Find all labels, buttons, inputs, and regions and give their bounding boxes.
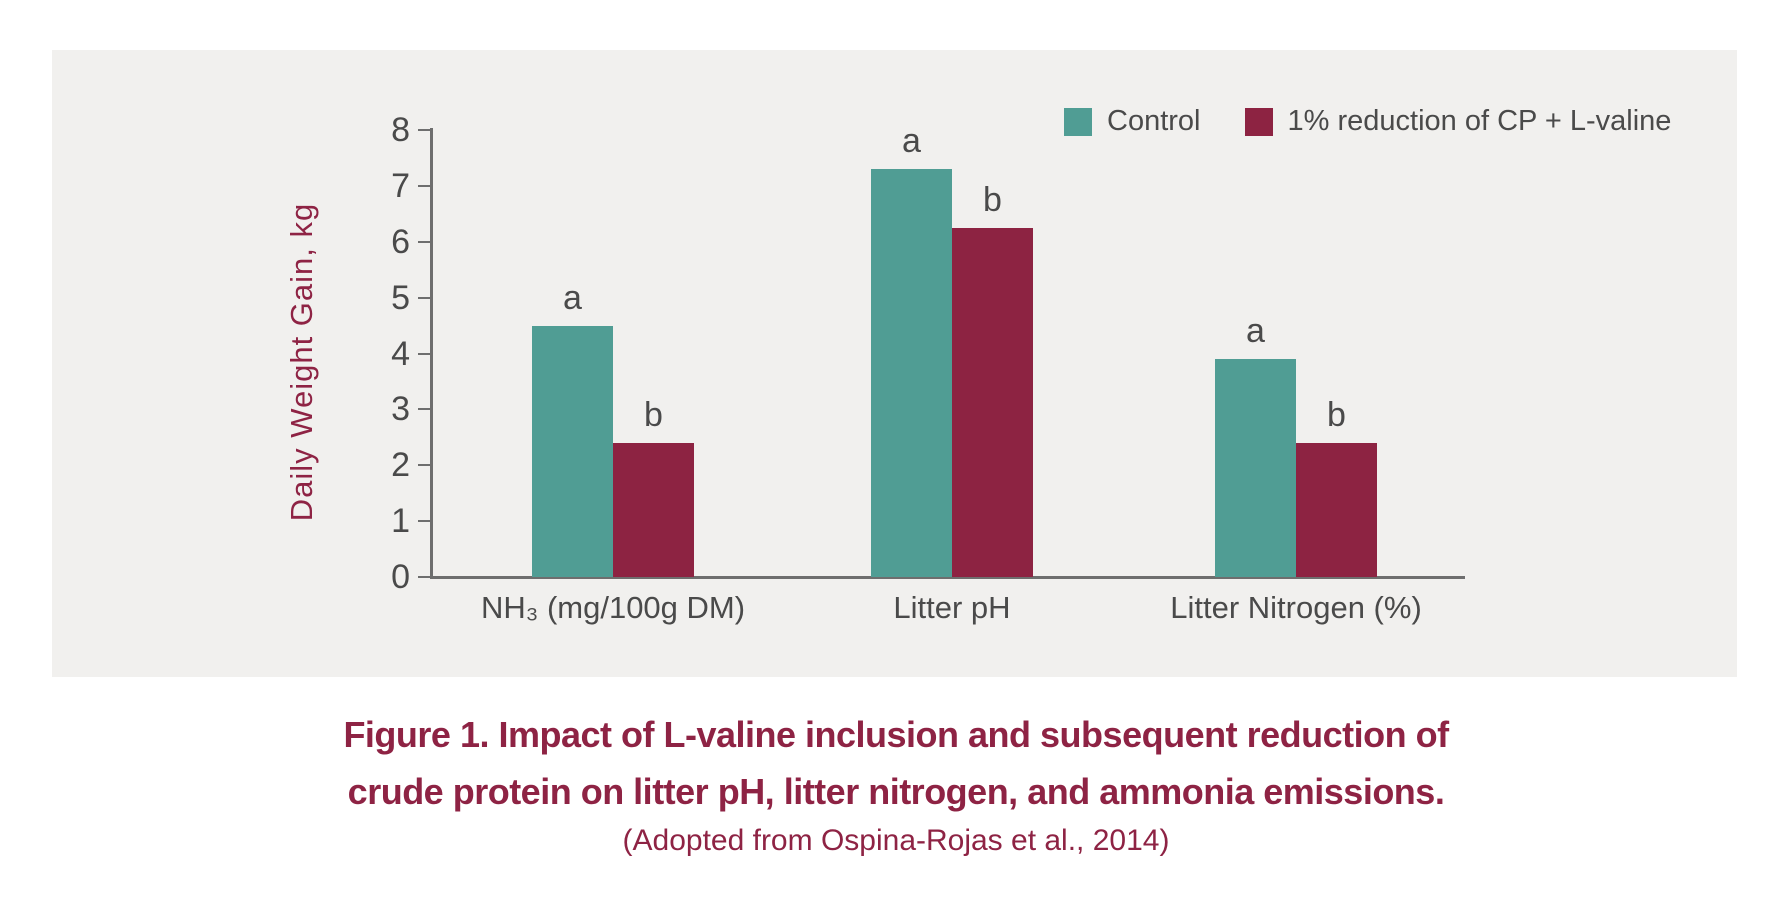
y-tick-label-6: 6 <box>391 222 410 261</box>
y-axis-line <box>430 128 433 578</box>
y-tick-mark-7 <box>418 184 430 187</box>
caption-line-2: crude protein on litter pH, litter nitro… <box>347 771 1445 812</box>
x-label-group0: NH₃ (mg/100g DM) <box>480 590 746 625</box>
y-tick-mark-3 <box>418 408 430 411</box>
y-tick-mark-5 <box>418 296 430 299</box>
legend-item-control: Control <box>1064 105 1201 138</box>
sig-label-series1-group2: b <box>1327 396 1346 434</box>
y-tick-label-0: 0 <box>391 558 410 596</box>
y-tick-label-1: 1 <box>391 502 410 541</box>
y-tick-mark-0 <box>418 576 430 578</box>
caption-line-1: Figure 1. Impact of L-valine inclusion a… <box>343 714 1449 755</box>
bar-series1-group0 <box>613 443 694 577</box>
bar-series0-group1 <box>871 169 952 577</box>
x-label-group1: Litter pH <box>893 590 1011 625</box>
y-tick-label-5: 5 <box>391 278 410 317</box>
bar-series1-group2 <box>1296 443 1377 577</box>
y-tick-mark-8 <box>418 129 430 131</box>
x-axis-line <box>430 576 1465 579</box>
sig-label-series1-group1: b <box>983 181 1002 219</box>
chart-legend: Control 1% reduction of CP + L-valine <box>1064 105 1671 138</box>
y-tick-label-3: 3 <box>391 390 410 429</box>
y-tick-label-7: 7 <box>391 166 410 205</box>
y-tick-mark-2 <box>418 464 430 467</box>
y-axis-title: Daily Weight Gain, kg <box>284 202 319 522</box>
y-tick-mark-4 <box>418 352 430 355</box>
caption-source: (Adopted from Ospina-Rojas et al., 2014) <box>622 824 1170 857</box>
sig-label-series0-group2: a <box>1246 312 1265 350</box>
legend-label-treatment: 1% reduction of CP + L-valine <box>1287 105 1672 137</box>
bar-series1-group1 <box>952 228 1033 577</box>
legend-label-control: Control <box>1107 105 1201 137</box>
y-tick-mark-6 <box>418 240 430 243</box>
legend-swatch-control <box>1064 107 1092 136</box>
sig-label-series1-group0: b <box>644 396 663 434</box>
figure-caption: Figure 1. Impact of L-valine inclusion a… <box>0 706 1792 858</box>
bar-series0-group0 <box>532 326 613 577</box>
y-tick-label-8: 8 <box>391 111 410 149</box>
legend-item-treatment: 1% reduction of CP + L-valine <box>1244 105 1672 138</box>
x-label-group2: Litter Nitrogen (%) <box>1170 590 1422 625</box>
y-tick-label-4: 4 <box>391 334 410 373</box>
y-tick-mark-1 <box>418 520 430 523</box>
legend-swatch-treatment <box>1244 107 1273 136</box>
y-tick-label-2: 2 <box>391 446 410 485</box>
sig-label-series0-group1: a <box>902 122 921 160</box>
sig-label-series0-group0: a <box>563 279 582 317</box>
bar-series0-group2 <box>1215 359 1296 577</box>
